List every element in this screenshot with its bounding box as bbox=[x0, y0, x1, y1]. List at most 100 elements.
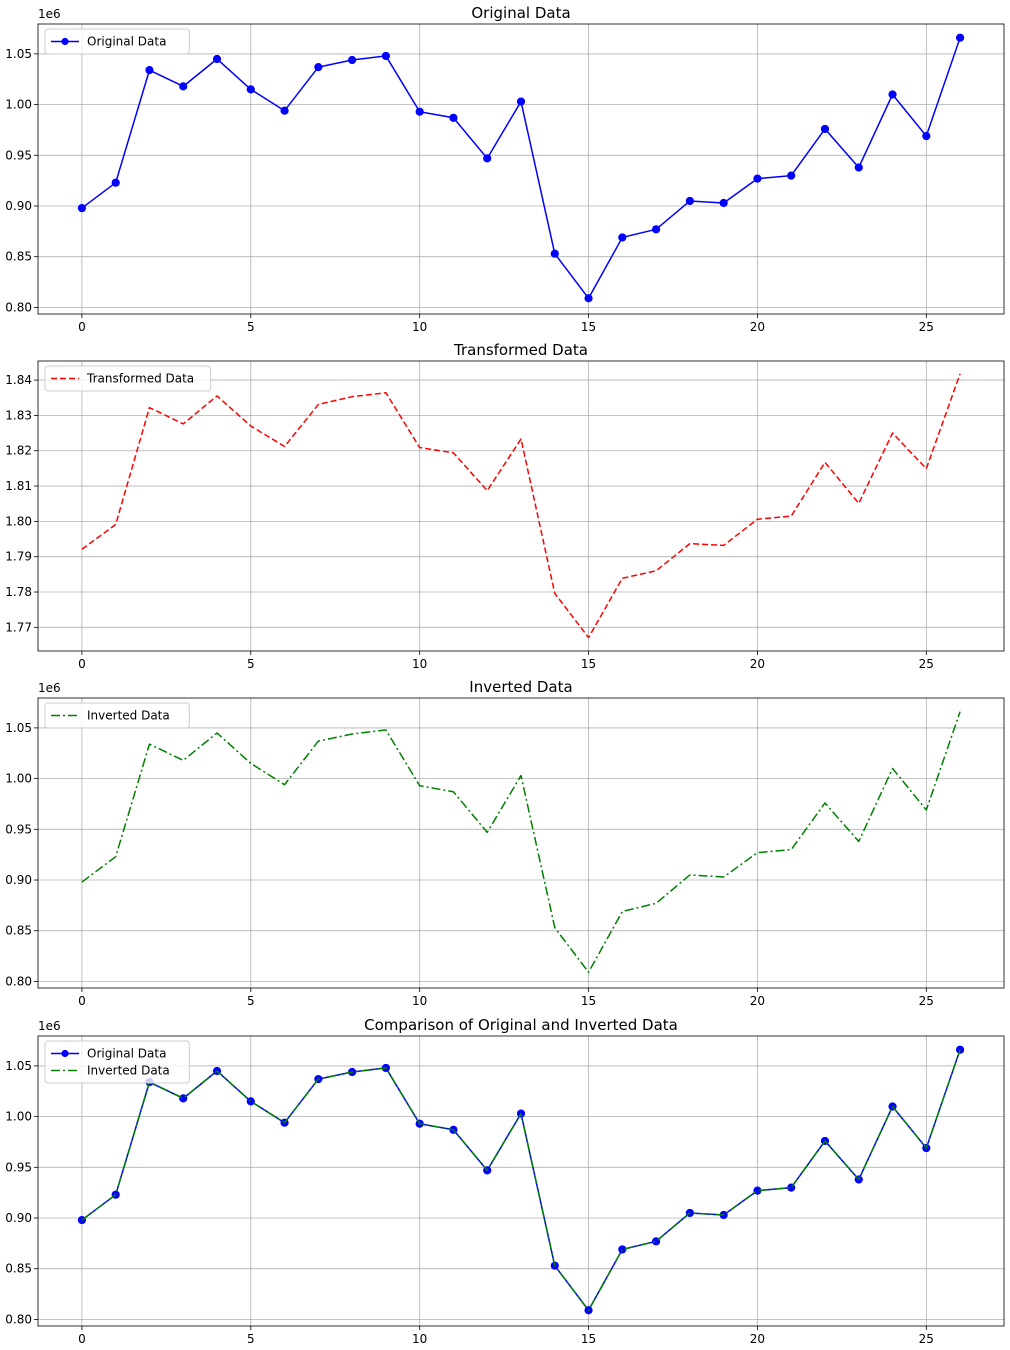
y-tick-label: 0.95 bbox=[5, 148, 32, 162]
x-tick-label: 15 bbox=[581, 320, 596, 334]
x-tick-label: 5 bbox=[247, 994, 255, 1008]
y-tick-label: 1.79 bbox=[5, 550, 32, 564]
y-offset-text: 1e6 bbox=[38, 681, 61, 695]
legend: Transformed Data bbox=[44, 365, 212, 392]
x-tick-label: 25 bbox=[919, 1332, 934, 1346]
series-line-1 bbox=[81, 711, 961, 974]
legend: Original Data bbox=[44, 28, 190, 55]
legend-label: Inverted Data bbox=[87, 1064, 170, 1078]
legend-box bbox=[44, 28, 190, 55]
x-tick-label: 0 bbox=[78, 994, 86, 1008]
data-point bbox=[314, 62, 323, 72]
data-point bbox=[179, 82, 188, 91]
x-tick-label: 15 bbox=[581, 1332, 596, 1346]
legend-label: Original Data bbox=[87, 35, 166, 49]
x-tick-label: 20 bbox=[750, 1332, 765, 1346]
plot-area bbox=[38, 24, 1004, 314]
x-tick-label: 10 bbox=[412, 657, 427, 671]
data-point bbox=[787, 171, 796, 180]
series-line-2 bbox=[81, 1049, 961, 1312]
x-tick-label: 5 bbox=[247, 657, 255, 671]
data-point bbox=[550, 249, 559, 258]
x-tick-label: 0 bbox=[78, 657, 86, 671]
x-tick-label: 5 bbox=[247, 320, 255, 334]
axes-frame bbox=[37, 360, 1005, 652]
legend-box bbox=[44, 365, 212, 392]
y-tick-label: 0.85 bbox=[5, 250, 32, 264]
y-offset-text: 1e6 bbox=[38, 1019, 61, 1033]
data-point bbox=[449, 113, 458, 122]
y-offset-text: 1e6 bbox=[38, 7, 61, 21]
y-tick-label: 0.80 bbox=[5, 974, 32, 988]
data-point bbox=[955, 1045, 965, 1054]
legend: Original Data Inverted Data bbox=[44, 1040, 190, 1084]
y-tick-label: 1.00 bbox=[5, 772, 32, 786]
y-tick-label: 1.00 bbox=[5, 1110, 32, 1124]
x-tick-label: 5 bbox=[247, 1332, 255, 1346]
series-line-1 bbox=[81, 373, 961, 639]
chart-title: Inverted Data bbox=[469, 678, 572, 696]
x-tick-label: 0 bbox=[78, 1332, 86, 1346]
legend-marker bbox=[61, 37, 69, 46]
data-point bbox=[618, 233, 627, 242]
chart-panel-2: 0 5 10 15 20 25 1.77 1.78 1.79 1.80 1.81 1.82 1.83 1.… bbox=[5, 341, 1005, 671]
y-tick-label: 0.95 bbox=[5, 1160, 32, 1174]
legend-label: Original Data bbox=[87, 1047, 166, 1061]
axes-frame bbox=[37, 1035, 1005, 1327]
legend-marker bbox=[61, 1049, 69, 1058]
data-point bbox=[145, 66, 154, 75]
data-point bbox=[111, 178, 120, 187]
legend: Inverted Data bbox=[44, 702, 190, 729]
y-tick-label: 1.05 bbox=[5, 1059, 32, 1073]
data-point bbox=[77, 203, 87, 213]
y-tick-label: 1.84 bbox=[5, 373, 32, 387]
y-tick-label: 1.80 bbox=[5, 514, 32, 528]
y-tick-label: 0.90 bbox=[5, 199, 32, 213]
data-point bbox=[820, 124, 830, 134]
y-tick-label: 1.83 bbox=[5, 408, 32, 422]
data-point bbox=[618, 1245, 627, 1254]
y-tick-label: 1.00 bbox=[5, 98, 32, 112]
legend-label: Inverted Data bbox=[87, 709, 170, 723]
y-tick-label: 1.81 bbox=[5, 479, 32, 493]
y-tick-label: 0.95 bbox=[5, 822, 32, 836]
y-tick-label: 0.80 bbox=[5, 1312, 32, 1326]
y-tick-label: 1.05 bbox=[5, 47, 32, 61]
x-tick-label: 20 bbox=[750, 657, 765, 671]
data-point bbox=[584, 294, 593, 303]
y-tick-label: 0.80 bbox=[5, 300, 32, 314]
legend-box bbox=[44, 1040, 190, 1084]
data-point bbox=[415, 107, 424, 116]
chart-panel-4: 0 5 10 15 20 25 0.80 0.85 0.90 0.95 1.00 1.05 1e6 Com… bbox=[5, 1016, 1005, 1346]
data-point bbox=[753, 174, 762, 183]
legend-box bbox=[44, 702, 190, 729]
x-tick-label: 10 bbox=[412, 1332, 427, 1346]
y-tick-label: 1.05 bbox=[5, 721, 32, 735]
chart-title: Transformed Data bbox=[453, 341, 588, 359]
plot-area bbox=[38, 1036, 1004, 1326]
data-point bbox=[955, 33, 965, 42]
y-tick-label: 0.85 bbox=[5, 1262, 32, 1276]
axes-frame bbox=[37, 697, 1005, 989]
data-point bbox=[246, 1097, 255, 1106]
data-point bbox=[888, 90, 897, 99]
x-tick-label: 0 bbox=[78, 320, 86, 334]
data-point bbox=[280, 106, 289, 115]
y-tick-label: 1.82 bbox=[5, 444, 32, 458]
x-tick-label: 25 bbox=[919, 657, 934, 671]
y-tick-label: 0.85 bbox=[5, 924, 32, 938]
data-point bbox=[483, 154, 492, 163]
data-point bbox=[212, 54, 222, 64]
x-tick-label: 10 bbox=[412, 320, 427, 334]
axes-frame bbox=[37, 23, 1005, 315]
data-point bbox=[652, 225, 661, 234]
chart-panel-1: 0 5 10 15 20 25 0.80 0.85 0.90 0.95 1.00 1.05 1e6 Ori… bbox=[5, 4, 1005, 334]
plot-area bbox=[38, 698, 1004, 988]
data-point bbox=[854, 163, 863, 172]
chart-panel-3: 0 5 10 15 20 25 0.80 0.85 0.90 0.95 1.00 1.05 1e6 Inv… bbox=[5, 678, 1005, 1008]
plot-area bbox=[38, 361, 1004, 651]
chart-title: Comparison of Original and Inverted Data bbox=[364, 1016, 678, 1034]
x-tick-label: 15 bbox=[581, 994, 596, 1008]
y-tick-label: 1.78 bbox=[5, 585, 32, 599]
x-tick-label: 20 bbox=[750, 320, 765, 334]
